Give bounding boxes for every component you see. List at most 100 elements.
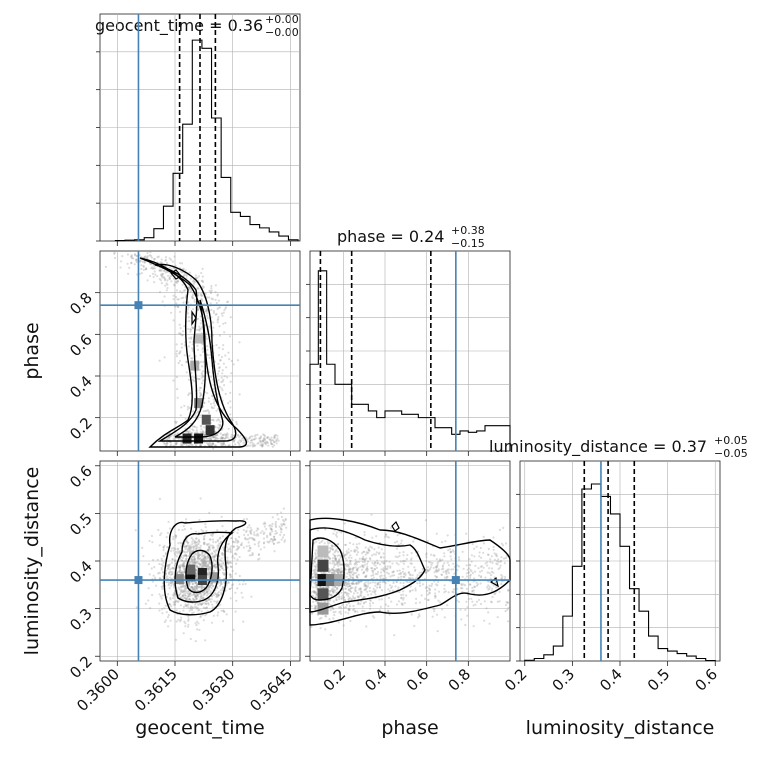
scatter-point-gtLd-140 [170,605,173,608]
scatter-point-gtPh-466 [235,420,238,424]
scatter-point-phLd-438 [332,591,335,595]
scatter-point-phLd-1289 [320,616,323,620]
scatter-point-phLd-420 [313,582,316,585]
scatter-point-gtLd-351 [180,571,183,574]
scatter-point-gtPh-982 [273,434,276,437]
scatter-point-gtLd-422 [175,550,178,554]
scatter-point-gtPh-219 [130,257,134,260]
scatter-point-gtLd-601 [212,564,215,568]
scatter-point-gtPh-1163 [223,433,226,436]
scatter-point-gtPh-524 [187,316,190,319]
scatter-point-phLd-412 [328,599,331,602]
scatter-point-phLd-1195 [342,593,345,596]
scatter-point-gtLd-1374 [266,534,269,537]
scatter-point-gtLd-766 [194,541,197,544]
scatter-point-gtLd-350 [232,583,235,586]
scatter-point-phLd-1447 [331,545,334,548]
scatter-point-gtPh-191 [191,378,195,381]
scatter-point-gtPh-798 [135,258,138,261]
scatter-point-gtLd-1532 [247,538,250,541]
scatter-point-gtPh-490 [205,333,208,336]
scatter-point-gtLd-604 [153,566,156,569]
scatter-point-gtPh-687 [200,392,203,395]
scatter-point-phLd-682 [335,598,338,601]
scatter-point-phLd-449 [368,557,371,560]
scatter-point-gtPh-582 [189,330,192,333]
scatter-point-gtPh-188 [165,438,168,441]
scatter-point-phLd-223 [377,581,380,585]
scatter-point-phLd-292 [338,554,341,557]
scatter-point-gtLd-416 [188,550,191,553]
scatter-point-phLd-923 [393,574,396,577]
scatter-point-gtLd-968 [167,563,170,567]
scatter-point-gtLd-162 [225,613,228,616]
scatter-point-phLd-36 [496,563,499,566]
scatter-point-phLd-112 [374,564,377,567]
scatter-point-phLd-1006 [471,586,474,590]
scatter-point-phLd-612 [378,551,381,554]
scatter-point-gtLd-1077 [234,610,237,613]
scatter-point-gtPh-806 [174,281,177,284]
scatter-point-gtPh-892 [219,423,222,426]
scatter-point-gtPh-580 [176,298,179,301]
scatter-point-phLd-508 [345,603,348,607]
scatter-point-phLd-475 [475,600,479,603]
scatter-point-gtLd-1403 [212,558,215,561]
scatter-point-gtPh-606 [196,431,199,434]
scatter-point-phLd-1318 [332,571,335,574]
scatter-point-phLd-778 [392,581,395,585]
scatter-point-gtLd-731 [181,590,184,593]
scatter-point-gtLd-1278 [207,587,210,590]
scatter-point-gtLd-95 [216,600,219,603]
scatter-point-phLd-1005 [441,608,444,611]
scatter-point-phLd-89 [445,577,448,580]
scatter-point-gtPh-1028 [239,434,242,437]
scatter-point-phLd-1311 [397,576,400,579]
scatter-point-gtPh-609 [227,427,230,430]
scatter-point-gtLd-57 [180,559,183,562]
scatter-point-phLd-120 [504,603,508,607]
scatter-point-gtLd-890 [197,566,200,569]
scatter-point-gtLd-629 [193,557,196,560]
scatter-point-gtPh-726 [206,316,209,320]
scatter-point-phLd-479 [391,571,394,574]
scatter-point-phLd-489 [402,598,405,601]
scatter-point-gtPh-308 [159,269,162,272]
scatter-point-gtLd-1444 [283,539,286,542]
scatter-point-gtLd-1378 [266,540,269,543]
scatter-point-gtPh-10 [199,386,202,389]
scatter-point-phLd-225 [506,620,510,623]
scatter-point-gtLd-835 [202,619,205,622]
scatter-point-gtPh-160 [216,437,219,440]
scatter-point-gtPh-1134 [256,442,259,445]
scatter-point-phLd-172 [408,590,412,593]
scatter-point-gtLd-983 [191,555,194,559]
scatter-point-gtLd-176 [171,572,174,575]
scatter-point-phLd-855 [493,576,496,579]
scatter-point-gtLd-1483 [247,533,250,537]
scatter-point-phLd-141 [314,573,317,576]
scatter-point-phLd-762 [483,619,486,622]
scatter-point-gtLd-406 [193,545,196,548]
scatter-point-gtPh-1145 [219,441,222,444]
scatter-point-gtLd-316 [184,540,187,543]
scatter-point-phLd-335 [505,601,508,604]
scatter-point-gtPh-531 [164,256,168,259]
scatter-point-gtPh-880 [218,366,221,370]
scatter-point-phLd-1131 [315,606,318,609]
scatter-point-gtLd-502 [164,619,167,622]
scatter-point-gtPh-170 [163,277,166,280]
scatter-point-gtLd-1471 [236,531,239,534]
scatter-point-phLd-458 [434,588,437,591]
scatter-point-phLd-238 [331,607,334,610]
xtick-label-gtLd-2: 0.3630 [189,665,239,715]
scatter-point-gtPh-670 [205,409,208,412]
truth-marker-gtPh [134,301,143,310]
scatter-point-gtLd-1275 [235,599,238,602]
scatter-point-gtLd-398 [200,528,203,532]
scatter-point-phLd-1264 [478,574,481,577]
scatter-point-gtLd-1436 [269,531,272,535]
scatter-point-gtLd-517 [164,572,168,575]
scatter-point-gtLd-1531 [207,555,210,558]
scatter-point-gtPh-166 [200,297,203,300]
